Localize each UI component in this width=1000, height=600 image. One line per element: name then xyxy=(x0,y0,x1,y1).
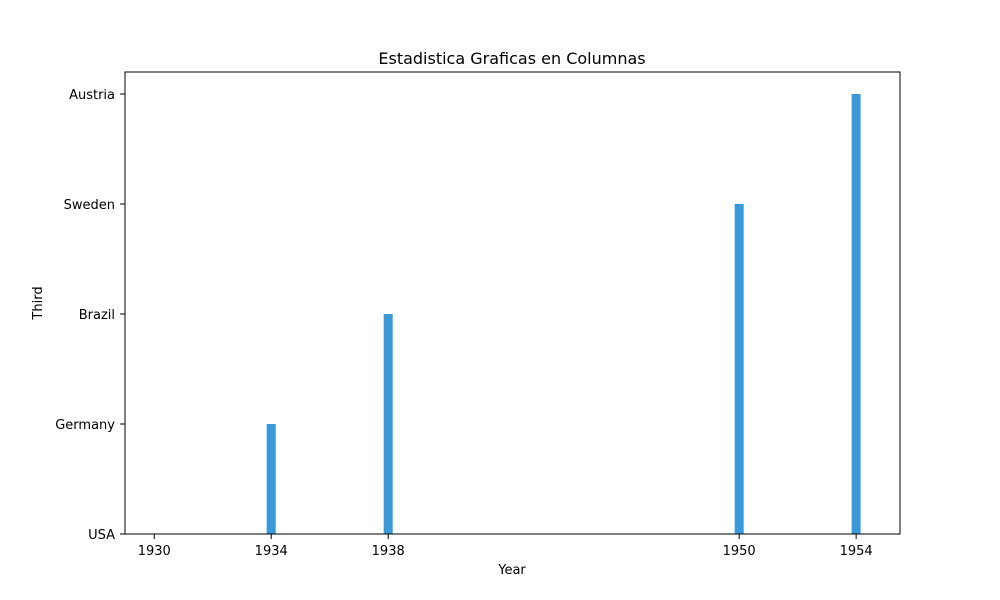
x-axis: 1930 1934 1938 1950 1954 xyxy=(138,534,873,559)
x-tick-label-1938: 1938 xyxy=(372,544,405,559)
bar-1950 xyxy=(734,204,744,534)
x-tick-label-1934: 1934 xyxy=(255,544,288,559)
y-tick-label-usa: USA xyxy=(88,528,115,543)
y-tick-label-austria: Austria xyxy=(69,88,115,103)
bar-1934 xyxy=(266,424,276,534)
x-axis-label: Year xyxy=(497,563,526,578)
chart-title: Estadistica Graficas en Columnas xyxy=(378,49,645,68)
x-tick-label-1930: 1930 xyxy=(138,544,171,559)
y-axis: USA Germany Brazil Sweden Austria xyxy=(55,88,125,543)
bar-1954 xyxy=(851,94,861,534)
x-tick-label-1950: 1950 xyxy=(723,544,756,559)
bar-1938 xyxy=(383,314,393,534)
x-tick-label-1954: 1954 xyxy=(840,544,873,559)
y-tick-label-germany: Germany xyxy=(55,418,115,433)
bars-layer xyxy=(266,94,861,534)
plot-frame xyxy=(124,71,901,535)
y-axis-label: Third xyxy=(31,286,46,320)
y-tick-label-sweden: Sweden xyxy=(64,198,115,213)
y-tick-label-brazil: Brazil xyxy=(79,308,115,323)
